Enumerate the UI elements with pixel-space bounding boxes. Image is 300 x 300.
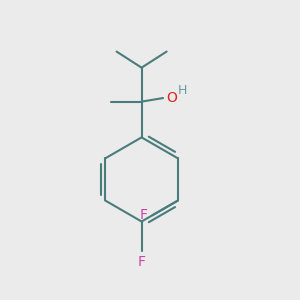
Text: H: H: [178, 84, 188, 97]
Text: F: F: [140, 208, 148, 222]
Text: F: F: [138, 255, 146, 269]
Text: O: O: [167, 92, 177, 106]
